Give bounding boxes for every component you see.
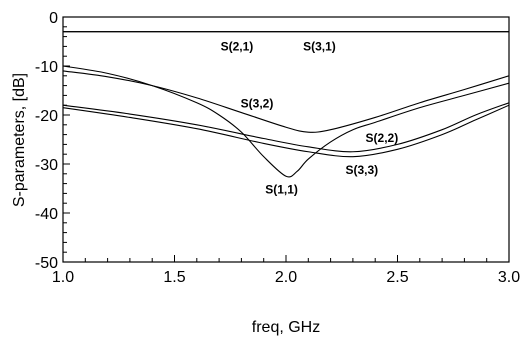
series-line-s-3-3 (62, 104, 510, 158)
y-tick-label: -30 (35, 157, 58, 174)
x-tick-label: 3.0 (498, 269, 520, 286)
plot-area-frame (62, 16, 510, 263)
series-label-s-3-1: S(3,1) (303, 39, 336, 53)
x-tick-label: 1.5 (163, 269, 185, 286)
series-label-s-3-2: S(3,2) (241, 97, 274, 111)
y-tick-label: -50 (35, 255, 58, 272)
y-axis-title: S-parameters, [dB] (11, 73, 28, 207)
y-axis-ticks: 0 -10 -20 -30 -40 -50 (35, 10, 70, 272)
x-axis-ticks: 1.0 1.5 2.0 2.5 3.0 (52, 255, 520, 286)
series-label-s-1-1: S(1,1) (265, 182, 298, 196)
series-label-s-2-2: S(2,2) (366, 131, 399, 145)
x-tick-label: 2.5 (386, 269, 408, 286)
series-line-s-2-2 (62, 102, 510, 153)
y-tick-label: -40 (35, 206, 58, 223)
x-tick-label: 2.0 (275, 269, 297, 286)
x-tick-label: 1.0 (52, 269, 74, 286)
series-labels: S(2,1) S(3,1) S(3,2) S(1,1) S(2,2) S(3,3) (221, 39, 399, 196)
y-tick-label: -10 (35, 59, 58, 76)
x-axis-title: freq, GHz (252, 319, 320, 336)
y-tick-label: -20 (35, 108, 58, 125)
series-line-s-1-1 (62, 65, 510, 178)
y-tick-label: 0 (49, 10, 58, 27)
series-label-s-2-1: S(2,1) (221, 39, 254, 53)
series-lines (62, 31, 510, 178)
series-label-s-3-3: S(3,3) (345, 163, 378, 177)
plot-frame (62, 16, 510, 263)
